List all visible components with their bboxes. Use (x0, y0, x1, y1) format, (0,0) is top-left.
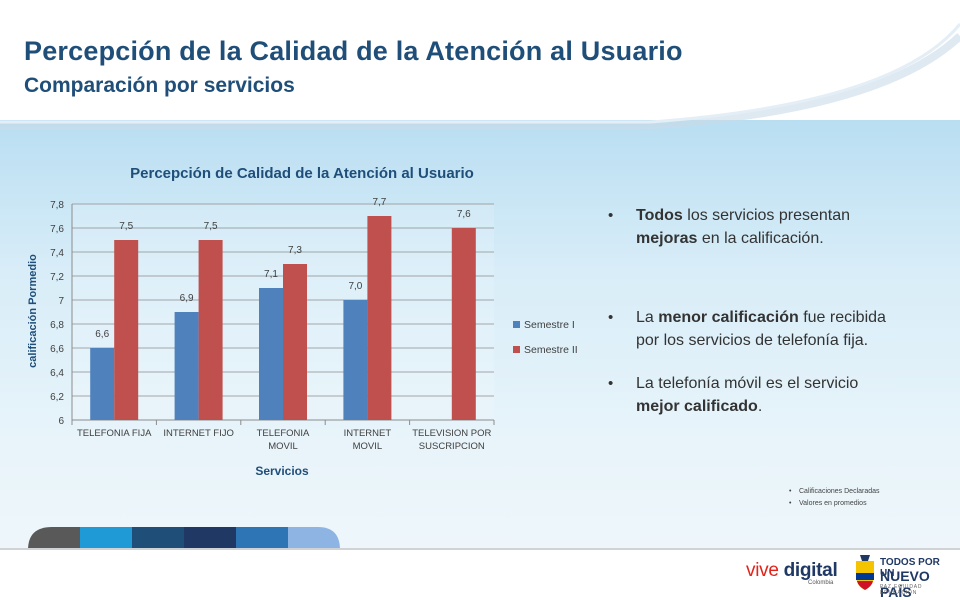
bar-2 (451, 228, 476, 420)
x-axis-title: Servicios (255, 464, 309, 478)
bar-1 (343, 300, 368, 420)
y-tick-label: 7,8 (50, 200, 64, 211)
data-label: 7,1 (264, 269, 278, 280)
y-tick-label: 6,2 (50, 392, 64, 403)
footnotes: Calificaciones Declaradas Valores en pro… (789, 486, 880, 510)
y-tick-label: 6,8 (50, 320, 64, 331)
bullet-item: La telefonía móvil es el servicio mejor … (606, 372, 906, 418)
data-label: 7,3 (288, 245, 302, 256)
todos-por-un-nuevo-pais-logo: TODOS POR UN NUEVO PAÍS PAZ EQUIDAD EDUC… (852, 553, 952, 600)
x-tick-label: TELEFONIA MOVIL (257, 428, 310, 452)
footer-color-tabs (28, 527, 340, 550)
legend-swatch (513, 321, 520, 328)
page-subtitle: Comparación por servicios (24, 74, 295, 97)
footer-tab (28, 527, 80, 550)
data-label: 7,5 (204, 221, 218, 232)
footer-tab (132, 527, 184, 550)
legend-swatch (513, 346, 520, 353)
footnote-item: Valores en promedios (789, 498, 880, 510)
chart-data-labels: 6,6 7,5 6,9 7,5 7,1 7,3 7,0 7,7 7,6 (95, 197, 471, 340)
data-label: 7,5 (119, 221, 133, 232)
chart-bars (90, 216, 476, 420)
bar-chart: Percepción de Calidad de la Atención al … (27, 165, 578, 478)
bullet-item: Todos los servicios presentan mejoras en… (606, 204, 906, 250)
bar-2 (198, 240, 223, 420)
footnote-item: Calificaciones Declaradas (789, 486, 880, 498)
y-tick-label: 6,6 (50, 344, 64, 355)
footer-tab (236, 527, 288, 550)
bullet-item: La menor calificación fue recibida por l… (606, 306, 906, 352)
data-label: 6,6 (95, 329, 109, 340)
bar-2 (283, 264, 307, 420)
vive-digital-logo: vive digital Colombia (746, 560, 838, 586)
bar-2 (367, 216, 392, 420)
footer-tab (80, 527, 132, 550)
bar-1 (90, 348, 115, 420)
page-title: Percepción de la Calidad de la Atención … (24, 36, 683, 66)
y-tick-label: 7 (58, 296, 64, 307)
y-tick-label: 6,4 (50, 368, 64, 379)
footer-divider (0, 548, 960, 550)
data-label: 6,9 (180, 293, 194, 304)
chart-legend: Semestre I Semestre II (513, 319, 578, 356)
footer-tab (288, 527, 340, 550)
bar-2 (114, 240, 139, 420)
bullet-list: Todos los servicios presentan mejoras en… (606, 204, 906, 418)
data-label: 7,7 (372, 197, 386, 208)
colombia-shield-icon (856, 555, 874, 590)
bar-1 (259, 288, 283, 420)
y-tick-label: 6 (58, 416, 64, 427)
chart-panel: Percepción de Calidad de la Atención al … (22, 148, 600, 493)
y-tick-label: 7,6 (50, 224, 64, 235)
y-axis-title: calificación Pormedio (27, 254, 39, 368)
y-tick-label: 7,2 (50, 272, 64, 283)
x-tick-label: INTERNET FIJO (163, 428, 234, 439)
legend-label: Semestre I (524, 319, 575, 331)
x-tick-label: INTERNET MOVIL (344, 428, 392, 452)
x-tick-label: TELEFONIA FIJA (77, 428, 152, 439)
bar-1 (174, 312, 199, 420)
data-label: 7,6 (457, 209, 471, 220)
y-tick-label: 7,4 (50, 248, 64, 259)
legend-label: Semestre II (524, 344, 578, 356)
footer-tab (184, 527, 236, 550)
x-tick-label: TELEVISION POR SUSCRIPCION (412, 428, 491, 452)
data-label: 7,0 (348, 281, 362, 292)
chart-title: Percepción de Calidad de la Atención al … (130, 165, 474, 182)
